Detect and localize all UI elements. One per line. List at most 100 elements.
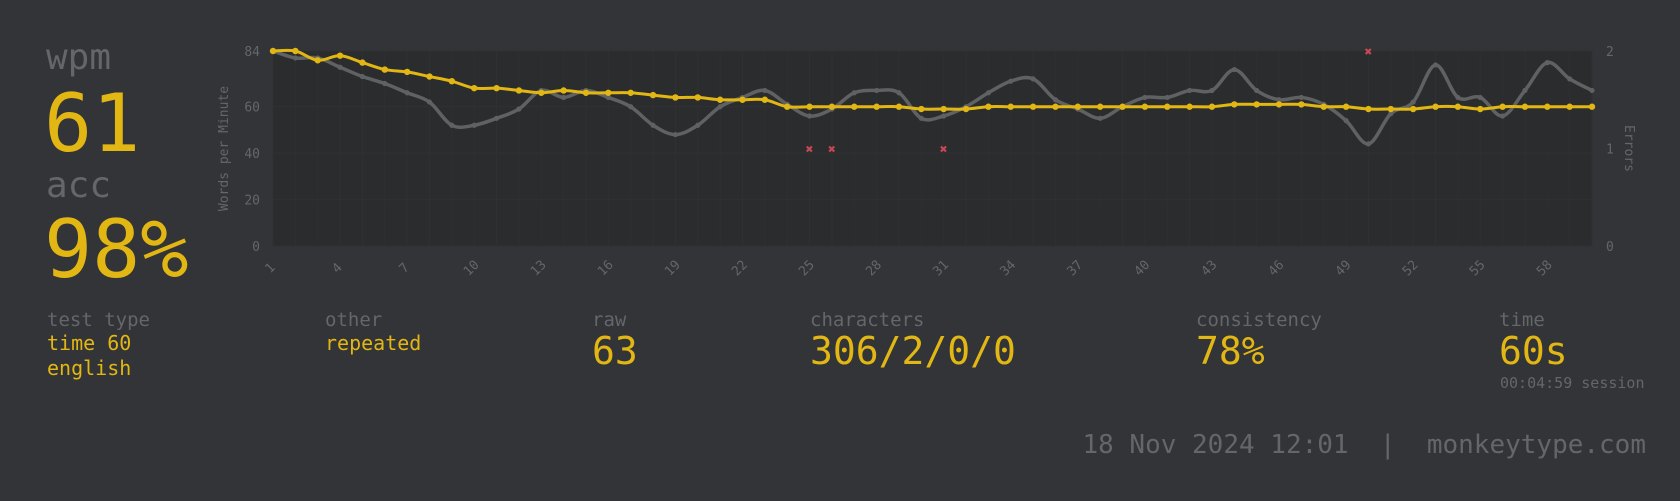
wpm-point (1052, 103, 1059, 110)
y-tick-label: 84 (244, 45, 260, 60)
wpm-point (806, 103, 813, 110)
wpm-point (269, 47, 277, 55)
wpm-point (1409, 105, 1417, 113)
characters-value[interactable]: 306/2/0/0 (810, 328, 1016, 373)
wpm-point (1477, 105, 1484, 113)
wpm-point (1007, 103, 1014, 110)
raw-wpm-point (426, 99, 433, 105)
x-tick-label: 37 (1065, 258, 1087, 280)
stat-time: time 60s (1499, 310, 1568, 373)
raw-wpm-point (672, 131, 679, 138)
y-tick-label: 0 (252, 240, 260, 255)
time-label: time (1499, 309, 1545, 331)
wpm-point (448, 77, 456, 85)
raw-wpm-point (449, 122, 455, 128)
raw-wpm-point (985, 90, 991, 96)
x-tick-label: 25 (796, 258, 818, 280)
wpm-point (851, 103, 858, 110)
raw-wpm-point (1432, 62, 1439, 68)
wpm-point (1432, 103, 1439, 110)
x-tick-label: 10 (461, 258, 483, 280)
wpm-point (918, 105, 925, 113)
wpm-point (627, 89, 634, 96)
wpm-point (1566, 103, 1573, 110)
raw-wpm-point (650, 122, 656, 128)
wpm-value[interactable]: 61 (44, 77, 141, 170)
wpm-point (471, 84, 478, 92)
wpm-point (1454, 103, 1462, 110)
other-value: repeated (325, 330, 422, 355)
stat-raw: raw 63 (592, 310, 638, 373)
wpm-point (1231, 101, 1238, 108)
raw-wpm-point (1052, 97, 1059, 103)
raw-wpm-point (292, 55, 298, 61)
raw-wpm-point (1455, 94, 1461, 101)
wpm-point (1320, 103, 1327, 110)
wpm-point (560, 87, 567, 94)
x-tick-label: 19 (662, 258, 684, 280)
raw-wpm-point (628, 104, 634, 110)
consistency-value[interactable]: 78% (1196, 328, 1265, 373)
raw-wpm-point (1365, 141, 1372, 147)
test-type-language[interactable]: english (47, 355, 132, 380)
x-tick-label: 43 (1199, 258, 1221, 280)
x-tick-label: 1 (262, 260, 278, 276)
footer-separator: | (1379, 430, 1396, 460)
wpm-point (381, 66, 388, 73)
y2-tick-label: 2 (1606, 45, 1614, 60)
x-tick-label: 22 (729, 258, 751, 280)
wpm-point (1074, 103, 1082, 110)
raw-wpm-point (1209, 87, 1215, 94)
raw-wpm-point (1343, 118, 1349, 124)
test-type-mode[interactable]: time 60 (47, 330, 132, 355)
raw-wpm-point (1164, 94, 1170, 101)
raw-wpm-point (941, 113, 947, 119)
x-tick-label: 13 (528, 258, 550, 280)
wpm-point (940, 105, 947, 113)
wpm-point (1588, 103, 1596, 110)
footer-date: 18 Nov 2024 12:01 (1082, 430, 1349, 460)
y-tick-label: 60 (244, 101, 260, 116)
y-tick-label: 40 (244, 147, 260, 162)
acc-value[interactable]: 98% (44, 203, 189, 296)
time-value[interactable]: 60s (1499, 328, 1568, 373)
x-tick-label: 31 (930, 258, 952, 280)
raw-wpm-point (1276, 97, 1282, 103)
wpm-point (1275, 101, 1283, 108)
x-tick-label: 34 (997, 258, 1019, 280)
raw-wpm-point (1298, 94, 1304, 101)
raw-wpm-point (695, 122, 701, 128)
x-tick-label: 58 (1534, 258, 1556, 280)
wpm-point (1119, 103, 1126, 110)
wpm-point (672, 94, 679, 101)
raw-wpm-point (1388, 111, 1394, 117)
raw-wpm-point (1410, 99, 1416, 105)
session-time: 00:04:59 session (1500, 374, 1645, 392)
wpm-point (1186, 103, 1193, 110)
other-label: other (325, 309, 383, 331)
error-marker: ✖ (806, 143, 814, 158)
wpm-point (1298, 101, 1305, 108)
x-tick-label: 55 (1467, 258, 1489, 280)
raw-wpm-point (851, 90, 857, 96)
wpm-point (873, 103, 880, 110)
wpm-point (1208, 103, 1216, 110)
wpm-point (1521, 103, 1529, 110)
raw-wpm-point (1499, 113, 1506, 119)
raw-wpm-point (471, 122, 477, 128)
consistency-label: consistency (1196, 309, 1322, 331)
wpm-point (292, 47, 299, 55)
wpm-point (649, 91, 657, 99)
raw-wpm-point (1008, 78, 1014, 84)
raw-wpm-point (605, 94, 611, 101)
raw-wpm-point (1186, 87, 1193, 94)
raw-wpm-point (806, 113, 813, 119)
raw-value[interactable]: 63 (592, 328, 638, 373)
y-tick-label: 20 (244, 194, 260, 209)
raw-wpm-point (359, 73, 366, 80)
acc-label: acc (46, 165, 112, 206)
stat-consistency: consistency 78% (1196, 310, 1322, 373)
raw-wpm-point (1522, 87, 1528, 94)
wpm-point (403, 68, 411, 76)
